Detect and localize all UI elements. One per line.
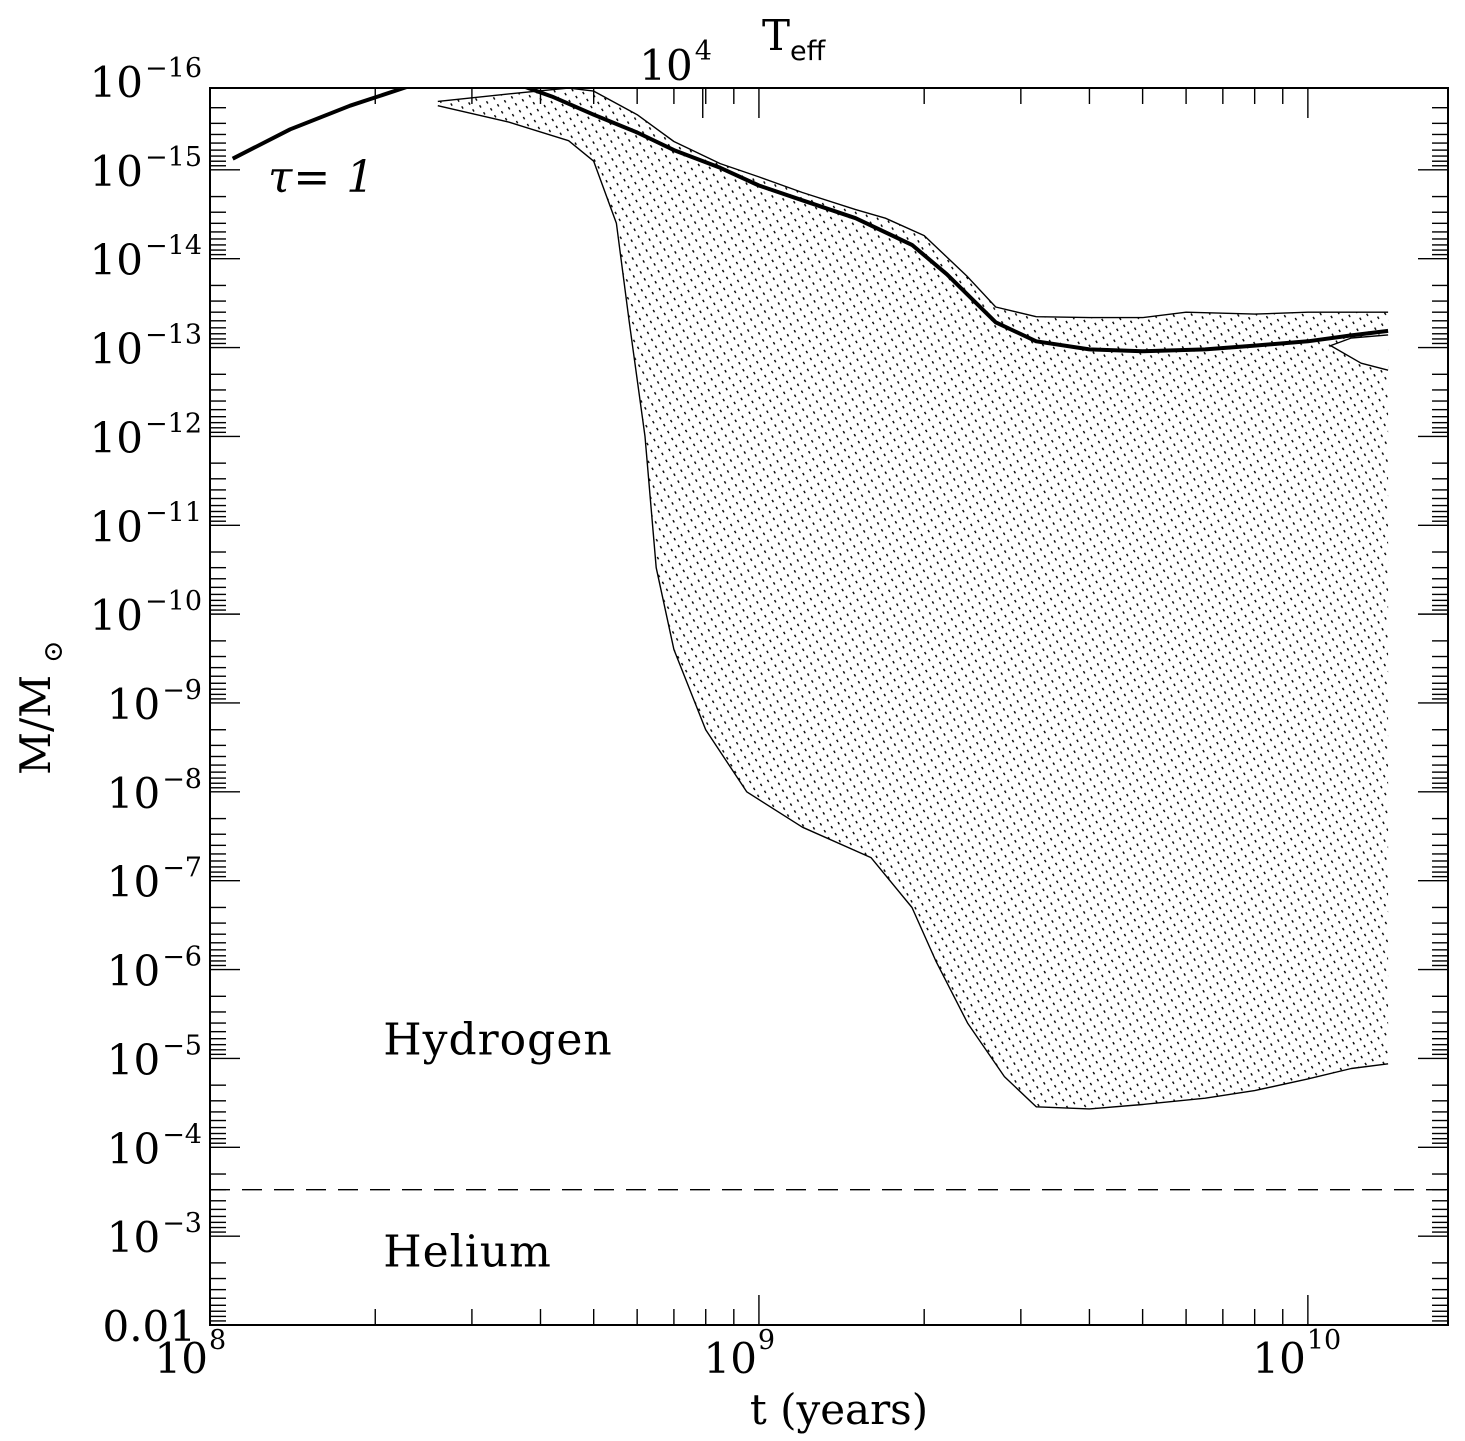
y-tick-label-base: 10	[107, 1035, 160, 1084]
y-tick-label: −910	[107, 675, 202, 729]
y-tick-label: −610	[107, 942, 202, 996]
y-tick-label-base: 10	[90, 236, 143, 285]
y-tick-label-base: 10	[90, 413, 143, 462]
y-tick-label-base: 10	[107, 858, 160, 907]
y-tick-label-exponent: −6	[162, 942, 202, 973]
y-tick-label-exponent: −15	[145, 142, 202, 173]
x-tick-label-exponent: 10	[1307, 1325, 1341, 1356]
y-axis-label-main: M/M	[11, 675, 60, 775]
y-tick-label-base: 10	[90, 147, 143, 196]
shaded-region	[438, 88, 1388, 1109]
y-tick-label-exponent: −7	[162, 853, 202, 884]
x-tick-label: 10 10	[1252, 1325, 1341, 1383]
x-tick-label-base: 10	[703, 1334, 756, 1383]
series-label-tau: τ= 1	[268, 152, 375, 203]
y-axis-label: M/M ⊙	[11, 640, 69, 775]
x-tick-label-base: 10	[155, 1334, 208, 1383]
y-tick-label-base: 10	[107, 1213, 160, 1262]
y-tick-label-base: 10	[107, 769, 160, 818]
y-tick-label-exponent: −9	[162, 675, 202, 706]
y-tick-label-exponent: −14	[145, 231, 202, 262]
top-axis-label-main: T	[762, 11, 790, 60]
y-tick-label-exponent: −3	[162, 1208, 202, 1239]
y-tick-label-base: 10	[90, 591, 143, 640]
y-tick-label-exponent: −4	[162, 1119, 202, 1150]
y-tick-label-exponent: −12	[145, 408, 202, 439]
x-tick-label: 10 8	[155, 1325, 227, 1383]
y-tick-label-base: 10	[90, 58, 143, 107]
top-axis-tick-label: 10 4	[639, 36, 712, 90]
y-tick-label-base: 10	[107, 680, 160, 729]
top-axis-label: T eff	[762, 11, 827, 67]
x-tick-label: 10 9	[703, 1325, 775, 1383]
y-tick-label-base: 10	[90, 325, 143, 374]
y-axis-label-sub: ⊙	[38, 640, 69, 663]
y-tick-label-exponent: −8	[162, 764, 202, 795]
y-tick-label: −810	[107, 764, 202, 818]
annotation-hydrogen: Hydrogen	[383, 1014, 612, 1065]
top-tick-base: 10	[639, 41, 692, 90]
shaded-region-layer	[438, 88, 1388, 1109]
annotations-layer: Hydrogen Helium τ= 1	[268, 152, 613, 1278]
y-tick-label: −510	[107, 1030, 202, 1084]
top-tick-exponent: 4	[695, 36, 712, 67]
y-tick-label-exponent: −13	[145, 320, 202, 351]
y-tick-label-exponent: −11	[145, 497, 202, 528]
x-axis-label: t (years)	[750, 1385, 928, 1434]
y-tick-label: −710	[107, 853, 202, 907]
annotation-helium: Helium	[383, 1227, 552, 1278]
y-tick-label-base: 10	[107, 947, 160, 996]
x-tick-label-exponent: 8	[209, 1325, 226, 1356]
x-tick-label-exponent: 9	[758, 1325, 775, 1356]
x-tick-label-base: 10	[1252, 1334, 1305, 1383]
y-tick-label-base: 10	[107, 1124, 160, 1173]
y-tick-label-exponent: −10	[145, 586, 202, 617]
y-tick-label-exponent: −16	[145, 53, 202, 84]
y-tick-label: −310	[107, 1208, 202, 1262]
y-tick-label: −410	[107, 1119, 202, 1173]
top-axis-label-sub: eff	[790, 36, 827, 67]
y-tick-label-base: 10	[90, 502, 143, 551]
y-tick-label-exponent: −5	[162, 1030, 202, 1061]
